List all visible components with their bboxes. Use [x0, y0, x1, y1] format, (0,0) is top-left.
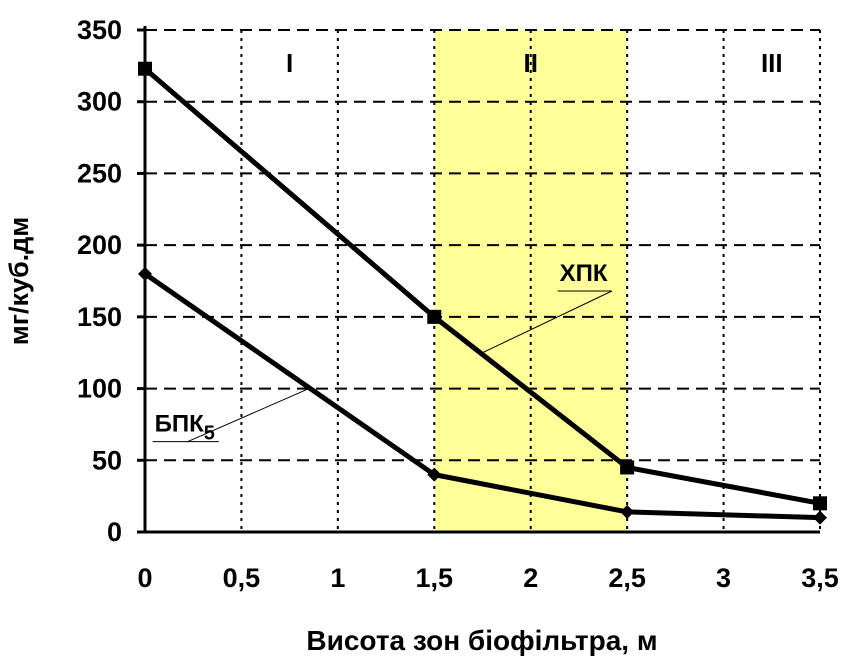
- x-tick-label: 1,5: [416, 563, 454, 593]
- x-tick-label: 2,5: [608, 563, 646, 593]
- data-point: [427, 467, 442, 482]
- data-point: [620, 504, 635, 519]
- x-axis-tick-labels: 0 0,5 1 1,5 2 2,5 3 3,5: [137, 563, 838, 593]
- series-line: [143, 66, 821, 506]
- label-leader-line: [187, 388, 310, 443]
- data-point: [813, 510, 827, 525]
- zone-labels: I II III: [286, 48, 783, 78]
- x-tick-label: 0,5: [223, 563, 261, 593]
- y-axis-title: мг/куб.дм: [4, 217, 34, 346]
- y-axis-tick-labels: 0 50 100 150 200 250 300 350: [77, 15, 122, 547]
- x-tick-label: 1: [330, 563, 345, 593]
- data-point: [138, 266, 152, 281]
- grid-lines: [145, 29, 821, 532]
- y-tick-label: 150: [77, 302, 122, 332]
- data-point: [813, 496, 827, 511]
- x-tick-label: 2: [523, 563, 538, 593]
- zone-label: I: [286, 48, 293, 78]
- series-line: [143, 271, 821, 521]
- y-tick-label: 250: [77, 158, 122, 188]
- x-tick-label: 3: [716, 563, 731, 593]
- data-point: [138, 61, 152, 76]
- data-point: [620, 460, 635, 475]
- label-leader-line: [482, 290, 613, 354]
- y-tick-label: 300: [77, 87, 122, 117]
- y-tick-label: 0: [107, 517, 122, 547]
- x-axis-title: Висота зон біофільтра, м: [306, 625, 657, 656]
- series-label: ХПК: [560, 260, 608, 287]
- x-tick-label: 0: [137, 563, 152, 593]
- x-tick-label: 3,5: [801, 563, 839, 593]
- y-tick-label: 50: [92, 445, 122, 475]
- y-tick-label: 100: [77, 374, 122, 404]
- y-tick-label: 200: [77, 230, 122, 260]
- zone-label: II: [523, 48, 537, 78]
- y-tick-label: 350: [77, 15, 122, 45]
- data-point: [427, 309, 442, 324]
- series-lines: [138, 61, 827, 525]
- zone-label: III: [761, 48, 783, 78]
